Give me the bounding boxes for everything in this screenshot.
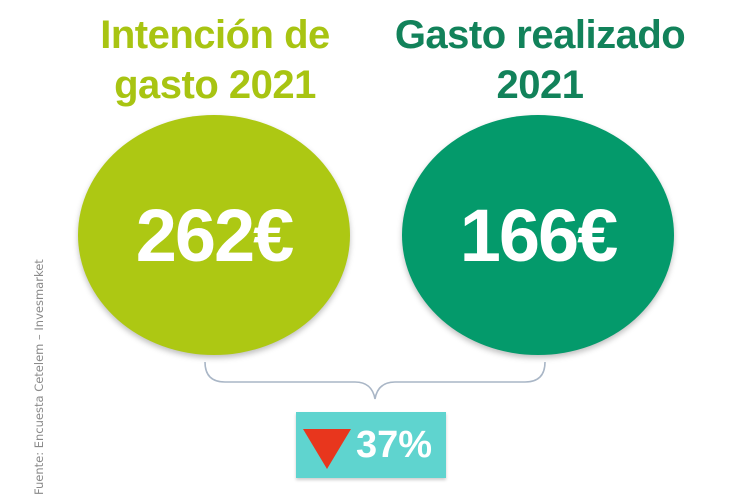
intention-value: 262€ [135, 193, 295, 277]
intention-title: Intención de gasto 2021 [100, 13, 330, 107]
actual-spend-value: 166€ [459, 193, 619, 277]
intention-circle: 262€ [78, 115, 350, 355]
source-note: Fuente: Encuesta Cetelem – Invesmarket [32, 259, 46, 495]
change-badge: 37% [296, 412, 446, 478]
actual-spend-circle: 166€ [402, 115, 674, 355]
comparison-brace [204, 361, 546, 400]
actual-spend-title: Gasto realizado 2021 [394, 13, 686, 107]
change-percent: 37% [356, 424, 433, 466]
down-triangle-icon [303, 429, 351, 469]
